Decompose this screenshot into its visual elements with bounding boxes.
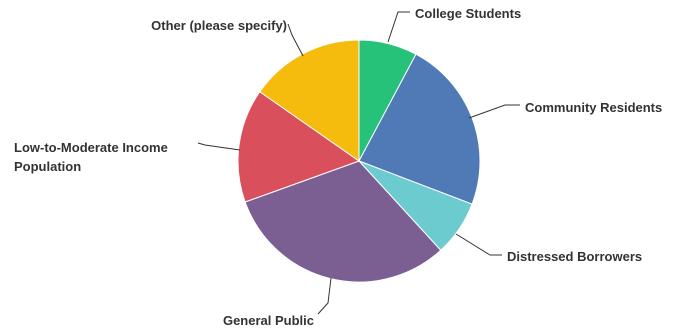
pie-label-college-students: College Students [415, 6, 521, 21]
pie-slice-low-to-moderate-income-population [237, 91, 361, 203]
pie-label-general-public: General Public [223, 313, 314, 328]
leader-line-college-students [387, 11, 410, 43]
pie-slice-community-residents [358, 53, 481, 205]
leader-line-distressed-borrowers [455, 233, 502, 256]
pie-slice-general-public [244, 160, 442, 283]
leader-line-low-to-moderate-income-population [197, 142, 241, 151]
leader-line-community-residents [468, 104, 520, 119]
pie-slices [237, 39, 481, 283]
leader-line-general-public [317, 277, 332, 315]
pie-label-other-please-specify: Other (please specify) [151, 18, 287, 33]
slice-labels: College Students Community Residents Distr… [14, 6, 662, 328]
leader-line-other-please-specify [287, 23, 304, 57]
pie-slice-other-please-specify [259, 39, 360, 162]
leader-lines [197, 11, 520, 315]
pie-label-distressed-borrowers: Distressed Borrowers [507, 249, 642, 264]
pie-label-low-to-moderate-income-population: Low-to-Moderate Income Population [14, 140, 168, 174]
pie-label-community-residents: Community Residents [525, 100, 662, 115]
